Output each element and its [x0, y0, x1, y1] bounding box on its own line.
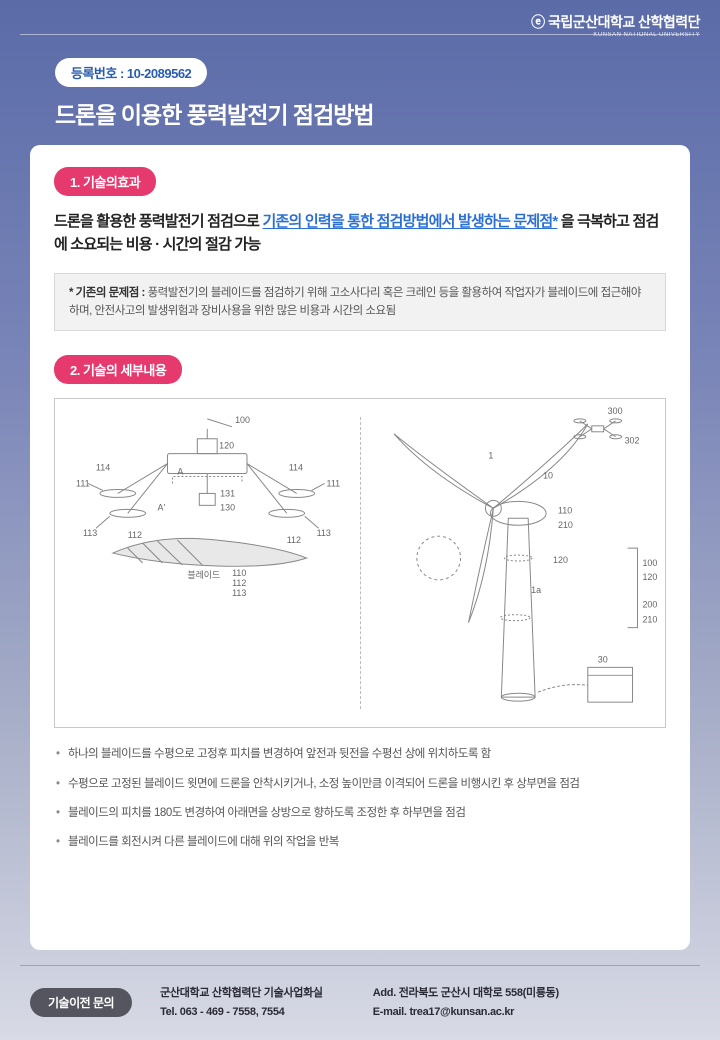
lbl-112a: 112 — [128, 530, 142, 540]
lbl-111b: 111 — [327, 479, 341, 489]
footer-col-2: Add. 전라북도 군산시 대학로 558(미룡동) E-mail. trea1… — [373, 984, 559, 1021]
r-120: 120 — [553, 555, 568, 565]
r-1: 1 — [488, 451, 493, 461]
r-1a: 1a — [531, 585, 541, 595]
lbl-113a: 113 — [83, 528, 97, 538]
lbl-A: A — [177, 467, 183, 477]
r-200: 200 — [642, 600, 657, 610]
lbl-131: 131 — [220, 489, 235, 499]
section1-text: 드론을 활용한 풍력발전기 점검으로 기존의 인력을 통한 점검방법에서 발생하… — [54, 210, 666, 257]
lbl-112b: 112 — [287, 535, 301, 545]
r-10: 10 — [543, 471, 553, 481]
content-card: 1. 기술의효과 드론을 활용한 풍력발전기 점검으로 기존의 인력을 통한 점… — [30, 145, 690, 950]
brand-sub: KUNSAN NATIONAL UNIVERSITY — [531, 32, 700, 38]
brand-main: ⓔ 국립군산대학교 산학협력단 — [531, 12, 700, 32]
footer-tel: Tel. 063 - 469 - 7558, 7554 — [160, 1003, 323, 1022]
note-box: * 기존의 문제점 : 풍력발전기의 블레이드를 점검하기 위해 고소사다리 혹… — [54, 273, 666, 332]
diagram-right: 300 302 1 10 110 210 120 1a 100 120 200 … — [361, 399, 666, 727]
registration-badge: 등록번호 : 10-2089562 — [55, 58, 207, 87]
s1-before: 드론을 활용한 풍력발전기 점검으로 — [54, 213, 262, 230]
lbl-113b: 113 — [317, 528, 331, 538]
lbl-111a: 111 — [76, 479, 90, 489]
page-title: 드론을 이용한 풍력발전기 점검방법 — [55, 96, 374, 130]
section2-badge: 2. 기술의 세부내용 — [54, 355, 182, 384]
bullet-item: 블레이드의 피치를 180도 변경하여 아래면을 상방으로 향하도록 조정한 후… — [54, 805, 666, 822]
section2: 2. 기술의 세부내용 — [54, 355, 666, 851]
lbl-120: 120 — [219, 441, 234, 451]
bullet-item: 블레이드를 회전시켜 다른 블레이드에 대해 위의 작업을 반복 — [54, 834, 666, 851]
footer-org: 군산대학교 산학협력단 기술사업화실 — [160, 984, 323, 1003]
bullet-item: 수평으로 고정된 블레이드 윗면에 드론을 안착시키거나, 소정 높이만큼 이격… — [54, 776, 666, 793]
inquiry-badge: 기술이전 문의 — [30, 988, 132, 1017]
header-divider — [20, 34, 700, 35]
section1-badge: 1. 기술의효과 — [54, 167, 156, 196]
r-210b: 210 — [642, 615, 657, 625]
r-300: 300 — [607, 406, 622, 416]
note-text: 풍력발전기의 블레이드를 점검하기 위해 고소사다리 혹은 크레인 등을 활용하… — [69, 287, 641, 317]
drone-diagram-svg: 100 120 114 111 113 112 114 111 113 112 … — [55, 399, 360, 727]
footer-columns: 군산대학교 산학협력단 기술사업화실 Tel. 063 - 469 - 7558… — [160, 984, 559, 1021]
note-label: * 기존의 문제점 : — [69, 287, 145, 299]
footer-addr: Add. 전라북도 군산시 대학로 558(미룡동) — [373, 984, 559, 1003]
lbl-blade: 블레이드 — [187, 570, 220, 580]
footer-email: E-mail. trea17@kunsan.ac.kr — [373, 1003, 559, 1022]
bullet-list: 하나의 블레이드를 수평으로 고정후 피치를 변경하여 앞전과 뒷전을 수평선 … — [54, 746, 666, 851]
lbl-A2: A' — [158, 503, 166, 513]
lbl-list: 110112113 — [232, 568, 246, 598]
r-110: 110 — [557, 506, 571, 516]
footer: 기술이전 문의 군산대학교 산학협력단 기술사업화실 Tel. 063 - 46… — [0, 965, 720, 1040]
bullet-item: 하나의 블레이드를 수평으로 고정후 피치를 변경하여 앞전과 뒷전을 수평선 … — [54, 746, 666, 763]
s1-highlight: 기존의 인력을 통한 점검방법에서 발생하는 문제점* — [262, 213, 557, 230]
r-302: 302 — [624, 436, 639, 446]
lbl-100: 100 — [235, 415, 250, 425]
r-100: 100 — [642, 558, 657, 568]
r-120b: 120 — [642, 572, 657, 582]
lbl-114b: 114 — [289, 463, 303, 473]
turbine-diagram-svg: 300 302 1 10 110 210 120 1a 100 120 200 … — [361, 399, 666, 727]
footer-col-1: 군산대학교 산학협력단 기술사업화실 Tel. 063 - 469 - 7558… — [160, 984, 323, 1021]
diagram-container: 100 120 114 111 113 112 114 111 113 112 … — [54, 398, 666, 728]
lbl-114a: 114 — [96, 463, 110, 473]
diagram-left: 100 120 114 111 113 112 114 111 113 112 … — [55, 399, 360, 727]
r-30: 30 — [597, 655, 607, 665]
r-210: 210 — [557, 520, 572, 530]
footer-divider — [20, 965, 700, 966]
lbl-130: 130 — [220, 503, 235, 513]
